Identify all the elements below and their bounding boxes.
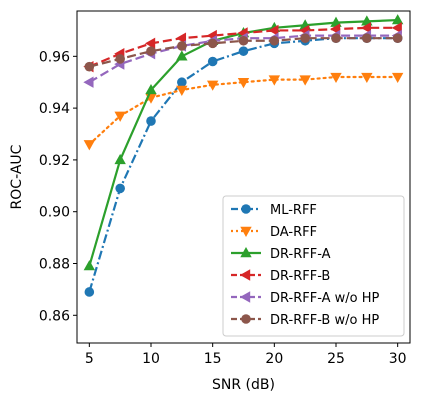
data-point xyxy=(299,75,311,86)
legend-entry: DR-RFF-A w/o HP xyxy=(231,291,379,306)
y-axis-label: ROC-AUC xyxy=(9,144,25,209)
data-point xyxy=(268,75,281,86)
data-point xyxy=(177,77,187,88)
legend-label: DA-RFF xyxy=(270,225,317,240)
x-tick-label: 30 xyxy=(389,351,407,367)
legend-entry: DR-RFF-B xyxy=(231,269,330,284)
data-point xyxy=(330,72,342,84)
data-point xyxy=(268,24,279,37)
data-point xyxy=(83,140,96,151)
data-point xyxy=(207,56,218,67)
data-point xyxy=(114,153,126,165)
legend-entry: ML-RFF xyxy=(231,203,317,218)
data-point xyxy=(391,14,404,25)
legend-entry: DR-RFF-B w/o HP xyxy=(231,313,379,328)
data-point xyxy=(300,33,310,43)
data-point xyxy=(114,111,126,122)
y-tick-label: 0.92 xyxy=(39,153,70,169)
data-point xyxy=(331,33,341,43)
data-point xyxy=(176,50,188,61)
legend-marker xyxy=(240,269,251,281)
x-tick-label: 25 xyxy=(327,351,345,367)
legend-label: DR-RFF-A xyxy=(270,247,331,262)
data-point xyxy=(361,72,373,84)
data-point xyxy=(145,83,157,95)
data-point xyxy=(145,37,156,50)
legend-marker xyxy=(240,247,252,258)
legend-marker xyxy=(240,226,252,237)
legend-label: DR-RFF-B w/o HP xyxy=(270,313,379,328)
data-point xyxy=(206,80,219,91)
data-point xyxy=(391,22,402,34)
data-point xyxy=(392,33,403,43)
legend-marker xyxy=(241,314,251,324)
legend-label: ML-RFF xyxy=(270,203,317,218)
x-tick-label: 10 xyxy=(142,351,160,367)
series-da-rff xyxy=(83,72,404,151)
data-point xyxy=(177,41,187,51)
data-point xyxy=(362,33,372,43)
legend-box xyxy=(222,195,405,337)
data-point xyxy=(238,46,249,56)
x-tick-label: 15 xyxy=(204,351,222,367)
data-point xyxy=(391,72,404,84)
legend-marker xyxy=(240,291,251,303)
data-point xyxy=(83,76,94,88)
x-tick-label: 5 xyxy=(85,351,94,367)
y-tick-label: 0.94 xyxy=(39,101,70,117)
data-point xyxy=(115,183,125,194)
data-point xyxy=(84,287,95,297)
y-tick-label: 0.86 xyxy=(39,308,70,324)
data-point xyxy=(269,35,280,46)
series-dr-rff-b-w-o-hp xyxy=(84,33,403,72)
data-point xyxy=(360,22,372,34)
legend-label: DR-RFF-B xyxy=(270,269,330,284)
y-tick-label: 0.96 xyxy=(39,49,70,65)
data-point xyxy=(175,32,187,44)
plot-frame xyxy=(76,10,411,344)
data-point xyxy=(176,85,188,96)
data-point xyxy=(207,38,218,49)
legend-marker xyxy=(241,204,251,214)
legend-label: DR-RFF-A w/o HP xyxy=(270,291,379,306)
series-line xyxy=(88,75,399,146)
legend-entry: DA-RFF xyxy=(231,225,317,240)
x-axis-label: SNR (dB) xyxy=(212,377,275,393)
data-point xyxy=(237,78,250,89)
data-point xyxy=(115,54,125,64)
legend-entry: DR-RFF-A xyxy=(231,247,331,262)
axis-ticks: 5 10 15 20 25 30 0.86 0.88 0.90 0.92 0.94 0.96 xyxy=(39,49,407,367)
data-point xyxy=(84,61,95,72)
data-point xyxy=(146,46,156,56)
y-tick-label: 0.88 xyxy=(39,256,70,272)
data-point xyxy=(83,260,96,271)
x-tick-label: 20 xyxy=(265,351,283,367)
y-tick-label: 0.90 xyxy=(39,205,70,221)
data-marks xyxy=(83,14,404,297)
data-point xyxy=(238,35,249,46)
data-point xyxy=(146,116,156,126)
legend: ML-RFF DA-RFF DR-RFF-A DR-RFF-B DR-RFF-A w/o… xyxy=(222,195,405,337)
